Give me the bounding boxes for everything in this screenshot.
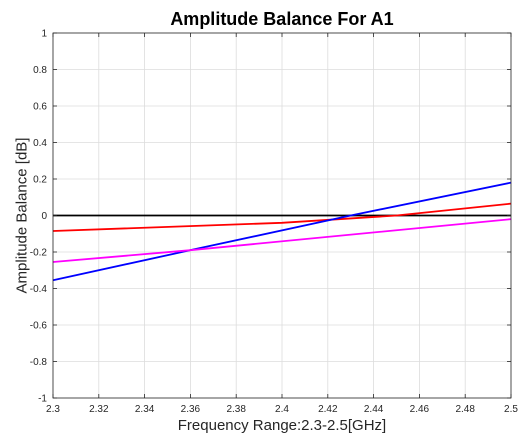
chart-title: Amplitude Balance For A1 [170, 9, 393, 29]
y-axis-label: Amplitude Balance [dB] [13, 138, 30, 294]
y-tick-label: -0.2 [30, 248, 48, 259]
y-tick-label: -0.6 [30, 321, 48, 332]
y-tick-label: -1 [38, 394, 47, 405]
x-tick-label: 2.44 [364, 404, 384, 415]
x-tick-label: 2.48 [455, 404, 475, 415]
series-line-1 [52, 202, 512, 232]
y-tick-label: 1 [41, 29, 47, 40]
y-tick-label: 0.6 [33, 102, 47, 113]
y-tick-label: 0 [41, 211, 47, 222]
x-tick-label: 2.5 [504, 404, 518, 415]
x-tick-label: 2.32 [89, 404, 109, 415]
x-axis-label: Frequency Range:2.3-2.5[GHz] [178, 417, 386, 434]
y-tick-label: 0.2 [33, 175, 47, 186]
series-line-3 [52, 218, 512, 263]
x-tick-label: 2.42 [318, 404, 338, 415]
y-tick-label: 0.4 [33, 138, 47, 149]
x-tick-label: 2.36 [181, 404, 201, 415]
series-line-2 [52, 181, 512, 282]
series-layer [52, 181, 512, 282]
x-tick-label: 2.4 [275, 404, 289, 415]
x-tick-label: 2.38 [226, 404, 246, 415]
tick-layer: 2.3 2.32 2.34 2.36 2.38 2.4 2.42 2.44 2.46 2.48 2.… [30, 29, 518, 416]
x-tick-label: 2.3 [46, 404, 60, 415]
y-tick-label: -0.4 [30, 284, 48, 295]
x-tick-label: 2.34 [135, 404, 155, 415]
y-tick-label: 0.8 [33, 65, 47, 76]
x-tick-label: 2.46 [410, 404, 430, 415]
y-tick-label: -0.8 [30, 357, 48, 368]
